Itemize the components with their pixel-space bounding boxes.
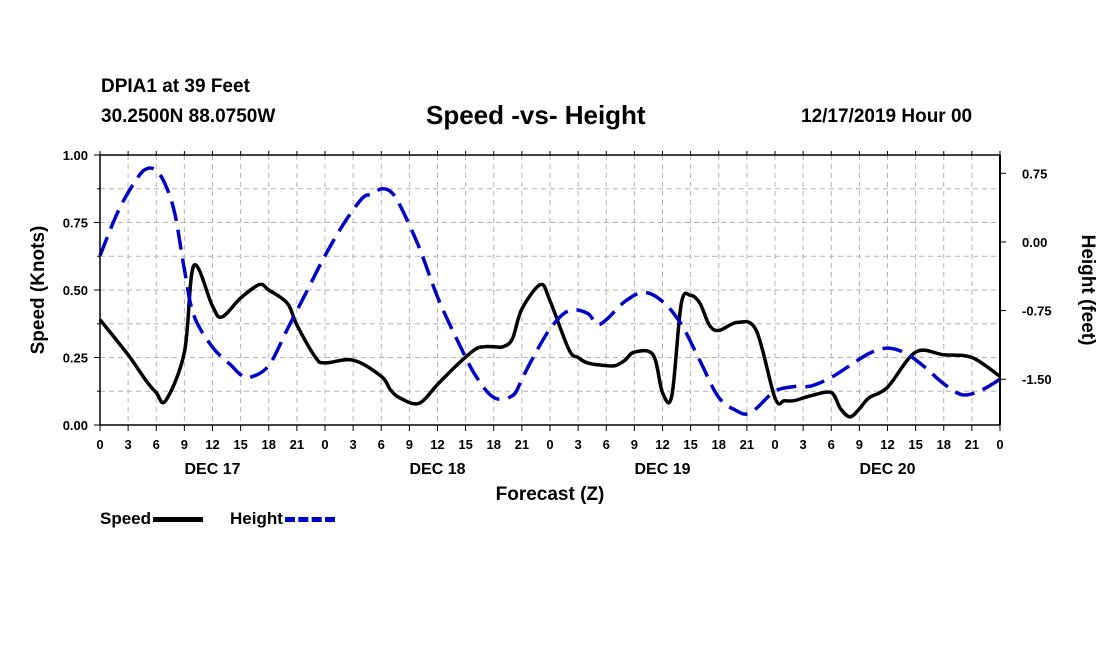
x-tick-label: 12 bbox=[205, 437, 219, 452]
x-tick-label: 18 bbox=[262, 437, 276, 452]
axes-layer bbox=[94, 151, 1006, 431]
x-tick-label: 15 bbox=[458, 437, 472, 452]
x-axis-title: Forecast (Z) bbox=[496, 484, 605, 505]
x-tick-label: 3 bbox=[125, 437, 132, 452]
x-tick-label: 21 bbox=[740, 437, 754, 452]
legend-speed-swatch bbox=[153, 516, 204, 522]
y-tick-label: 0.25 bbox=[63, 351, 88, 366]
x-tick-label: 0 bbox=[996, 437, 1003, 452]
x-tick-label: 18 bbox=[937, 437, 951, 452]
x-tick-label: 6 bbox=[828, 437, 835, 452]
x-tick-label: 12 bbox=[430, 437, 444, 452]
station-label: DPIA1 at 39 Feet bbox=[101, 76, 250, 97]
x-tick-label: 6 bbox=[603, 437, 610, 452]
x-tick-label: 15 bbox=[233, 437, 247, 452]
grid-layer bbox=[100, 155, 1000, 425]
x-tick-label: 12 bbox=[880, 437, 894, 452]
x-tick-label: 18 bbox=[487, 437, 501, 452]
chart-title: Speed -vs- Height bbox=[426, 100, 646, 130]
x-tick-label: 6 bbox=[378, 437, 385, 452]
x-tick-label: 15 bbox=[683, 437, 697, 452]
y2-tick-label: -0.75 bbox=[1022, 304, 1052, 319]
y-tick-label: 0.00 bbox=[63, 418, 88, 433]
y-axis-title: Speed (Knots) bbox=[28, 226, 49, 355]
x-tick-label: 3 bbox=[800, 437, 807, 452]
y-tick-label: 0.50 bbox=[63, 283, 88, 298]
date-hour-label: 12/17/2019 Hour 00 bbox=[801, 106, 973, 127]
x-tick-label: 21 bbox=[965, 437, 979, 452]
x-tick-label: 18 bbox=[712, 437, 726, 452]
legend-speed: Speed bbox=[100, 509, 204, 529]
coordinates-label: 30.2500N 88.0750W bbox=[101, 106, 276, 127]
x-tick-label: 0 bbox=[546, 437, 553, 452]
x-tick-label: 9 bbox=[856, 437, 863, 452]
x-tick-label: 9 bbox=[406, 437, 413, 452]
x-tick-label: 15 bbox=[908, 437, 922, 452]
day-label: DEC 18 bbox=[409, 461, 465, 478]
y-tick-label: 1.00 bbox=[63, 148, 88, 163]
x-tick-label: 6 bbox=[153, 437, 160, 452]
legend-height-swatch bbox=[284, 516, 335, 522]
legend-speed-label: Speed bbox=[100, 509, 152, 528]
height-series-line bbox=[98, 166, 1001, 416]
y2-tick-label: 0.75 bbox=[1022, 166, 1047, 181]
legend-height: Height bbox=[230, 509, 335, 529]
day-label: DEC 19 bbox=[634, 461, 690, 478]
x-tick-label: 9 bbox=[181, 437, 188, 452]
x-tick-label: 9 bbox=[631, 437, 638, 452]
x-tick-label: 21 bbox=[515, 437, 529, 452]
x-tick-label: 0 bbox=[321, 437, 328, 452]
x-tick-label: 3 bbox=[575, 437, 582, 452]
y2-axis-title: Height (feet) bbox=[1077, 235, 1098, 346]
x-tick-label: 3 bbox=[350, 437, 357, 452]
day-label: DEC 17 bbox=[184, 461, 240, 478]
y2-tick-label: 0.00 bbox=[1022, 235, 1047, 250]
series-layer bbox=[98, 166, 1002, 419]
labels-layer: 0 3 6 9 12 15 18 21 0 3 6 9 12 15 18 21 0 3 6 9 12 15 18 21 0 3 6 9… bbox=[28, 148, 1098, 505]
speed-series-line bbox=[98, 263, 1002, 419]
x-tick-label: 21 bbox=[290, 437, 304, 452]
x-tick-label: 0 bbox=[771, 437, 778, 452]
day-label: DEC 20 bbox=[859, 461, 915, 478]
legend-height-label: Height bbox=[230, 509, 283, 528]
x-tick-label: 12 bbox=[655, 437, 669, 452]
y2-tick-label: -1.50 bbox=[1022, 372, 1052, 387]
x-tick-label: 0 bbox=[96, 437, 103, 452]
y-tick-label: 0.75 bbox=[63, 216, 88, 231]
